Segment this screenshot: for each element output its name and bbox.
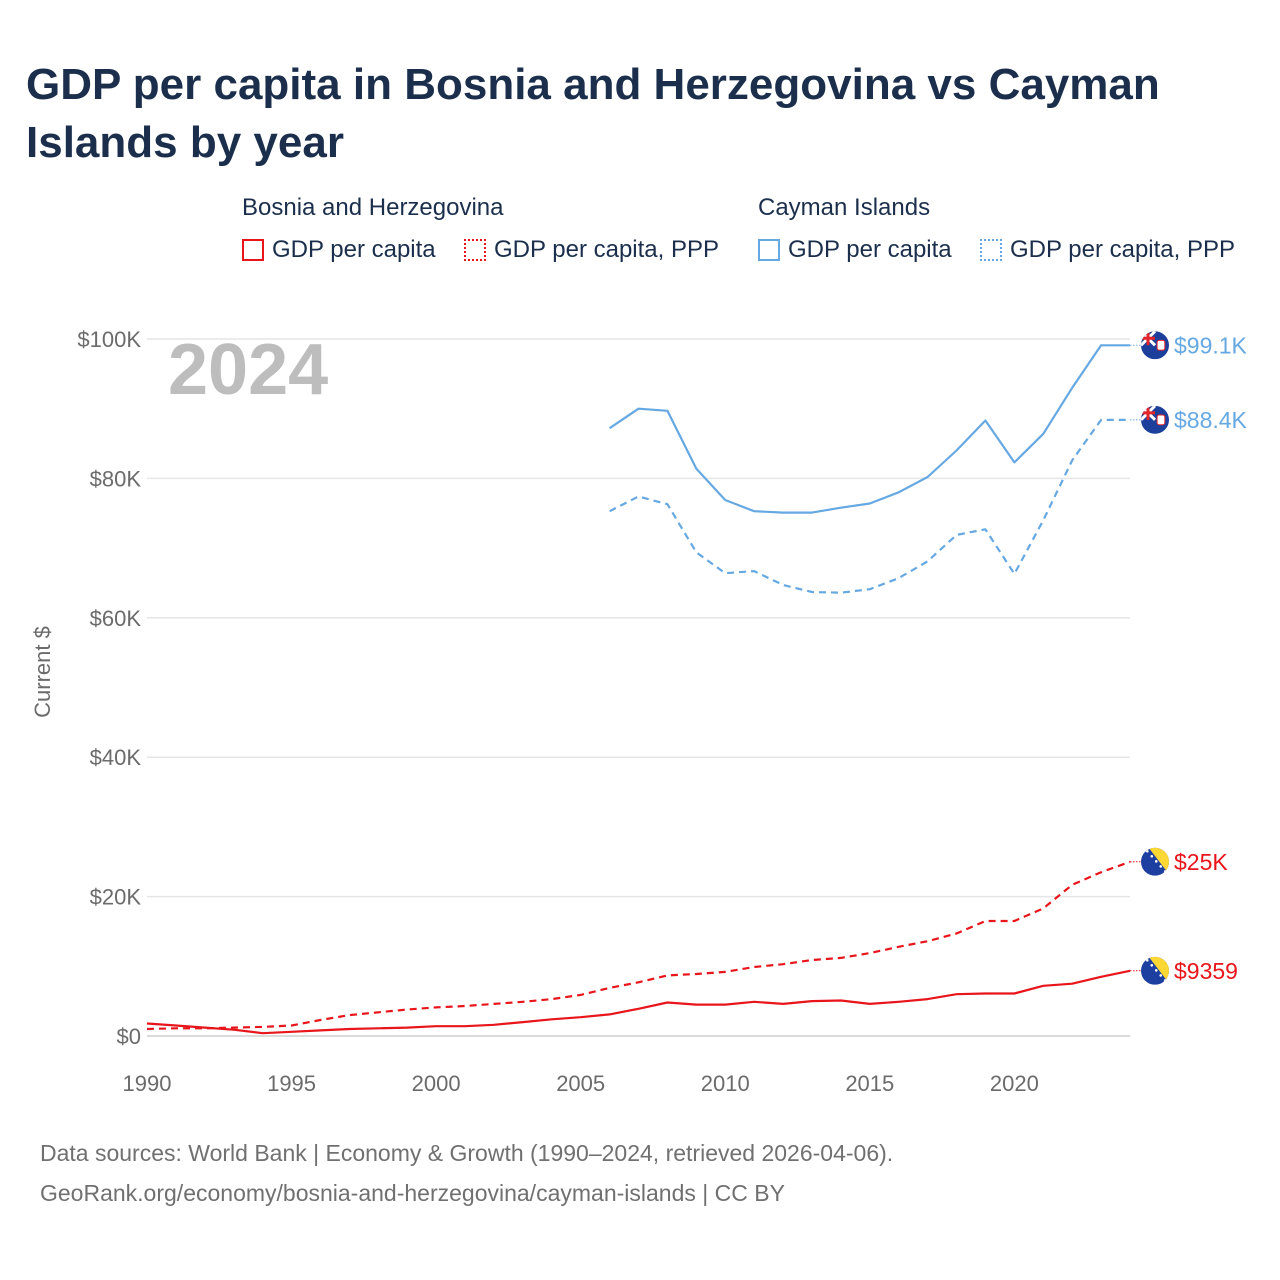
x-tick-label: 2005 (556, 1071, 605, 1096)
y-tick-label: $80K (90, 466, 142, 491)
chart-title: GDP per capita in Bosnia and Herzegovina… (26, 60, 1160, 167)
series-endpoint: $25K (1130, 847, 1228, 876)
cayman-flag-icon (1141, 331, 1169, 360)
y-tick-label: $20K (90, 885, 142, 910)
legend-label: GDP per capita, PPP (494, 236, 719, 263)
legend-swatch-solid-blue (758, 239, 780, 261)
legend-item-cayman-gdp-ppp[interactable]: GDP per capita, PPP (980, 234, 1235, 266)
legend-label: GDP per capita (272, 236, 436, 263)
x-tick-label: 1995 (267, 1071, 316, 1096)
footer-attribution[interactable]: GeoRank.org/economy/bosnia-and-herzegovi… (40, 1180, 785, 1206)
y-tick-label: $0 (117, 1024, 141, 1049)
y-tick-label: $100K (77, 327, 141, 352)
series-line[interactable] (146, 969, 1131, 1035)
series-lines (146, 344, 1131, 1035)
legend-label: GDP per capita (788, 236, 952, 263)
axes: $0 $20K $40K $60K $80K $100K 1990 1995 2000 2005 2… (77, 327, 1038, 1096)
footer-sources: Data sources: World Bank | Economy & Gro… (40, 1140, 894, 1166)
legend-swatch-dotted-blue (980, 239, 1002, 261)
year-watermark: 2024 (168, 330, 328, 410)
bosnia-flag-icon (1141, 847, 1169, 876)
end-value-label: $25K (1174, 849, 1228, 875)
series-line[interactable] (608, 344, 1130, 514)
legend-item-bosnia-gdp-ppp[interactable]: GDP per capita, PPP (464, 234, 719, 266)
legend-item-bosnia-gdp[interactable]: GDP per capita (242, 234, 436, 266)
series-endpoints: $9359 $25K $99.1K $88.4K (1130, 331, 1248, 985)
x-tick-label: 2010 (701, 1071, 750, 1096)
x-tick-label: 1990 (123, 1071, 172, 1096)
y-tick-label: $60K (90, 606, 142, 631)
legend-group-cayman: Cayman Islands (758, 194, 931, 221)
series-endpoint: $9359 (1130, 956, 1238, 985)
end-value-label: $88.4K (1174, 407, 1248, 433)
legend-group-bosnia: Bosnia and Herzegovina (242, 194, 504, 221)
series-endpoint: $99.1K (1130, 331, 1248, 360)
legend-swatch-solid-red (242, 239, 264, 261)
cayman-flag-icon (1141, 405, 1169, 434)
x-tick-label: 2020 (990, 1071, 1039, 1096)
bosnia-flag-icon (1141, 956, 1169, 985)
end-value-label: $9359 (1174, 958, 1238, 984)
x-tick-label: 2000 (412, 1071, 461, 1096)
legend-swatch-dotted-red (464, 239, 486, 261)
y-axis-label: Current $ (30, 626, 55, 718)
series-line[interactable] (146, 860, 1131, 1031)
series-endpoint: $88.4K (1130, 405, 1248, 434)
legend-label: GDP per capita, PPP (1010, 236, 1235, 263)
legend-item-cayman-gdp[interactable]: GDP per capita (758, 234, 952, 266)
end-value-label: $99.1K (1174, 332, 1248, 358)
x-tick-label: 2015 (845, 1071, 894, 1096)
gridlines (147, 338, 1130, 1037)
series-line[interactable] (609, 418, 1130, 594)
y-tick-label: $40K (90, 745, 142, 770)
